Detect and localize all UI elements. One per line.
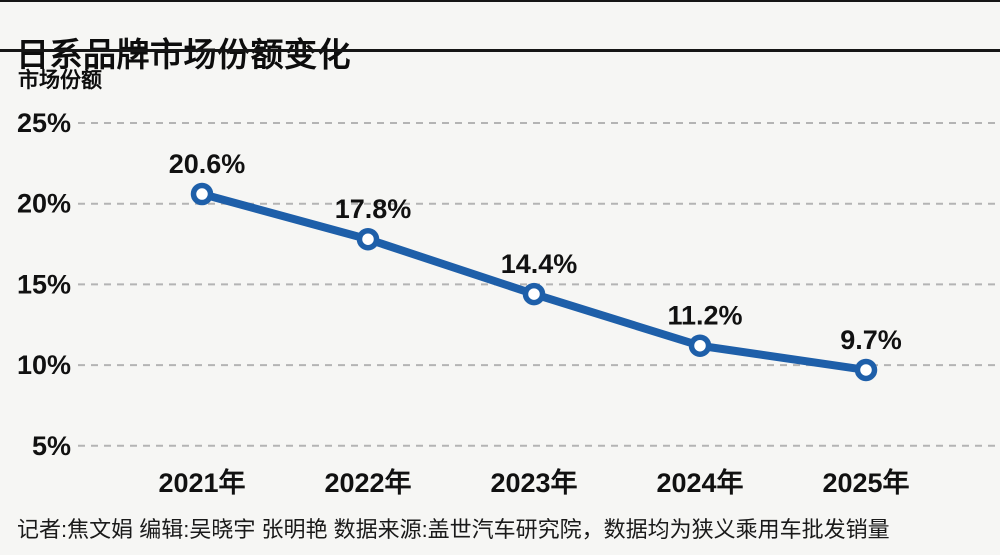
- y-tick-label: 20%: [17, 189, 71, 219]
- top-border-rule: [0, 0, 1000, 2]
- x-axis-label: 2021年: [158, 467, 245, 498]
- y-tick-label: 15%: [17, 269, 71, 299]
- data-point-marker: [522, 282, 546, 306]
- data-point-marker: [854, 358, 878, 382]
- x-axis-label: 2024年: [656, 467, 743, 498]
- footer-credits: 记者:焦文娟 编辑:吴晓宇 张明艳 数据来源:盖世汽车研究院，数据均为狭义乘用车…: [17, 517, 890, 542]
- title-underline-rule: [0, 49, 1000, 52]
- y-tick-label: 10%: [17, 350, 71, 380]
- y-tick-label: 5%: [32, 431, 71, 461]
- data-point-label: 20.6%: [169, 149, 246, 179]
- data-point-label: 14.4%: [501, 249, 578, 279]
- data-point-label: 17.8%: [335, 194, 412, 224]
- x-axis-label: 2023年: [490, 467, 577, 498]
- data-point-marker: [190, 182, 214, 206]
- y-axis-title: 市场份额: [18, 69, 102, 92]
- x-axis-label: 2022年: [324, 467, 411, 498]
- page-title: 日系品牌市场份额变化: [16, 36, 351, 74]
- data-point-label: 9.7%: [840, 325, 902, 355]
- data-point-label: 11.2%: [667, 301, 742, 331]
- x-axis-label: 2025年: [822, 467, 909, 498]
- data-point-marker: [688, 334, 712, 357]
- series-line: [200, 190, 867, 374]
- y-tick-label: 25%: [17, 108, 71, 138]
- data-point-marker: [356, 227, 380, 251]
